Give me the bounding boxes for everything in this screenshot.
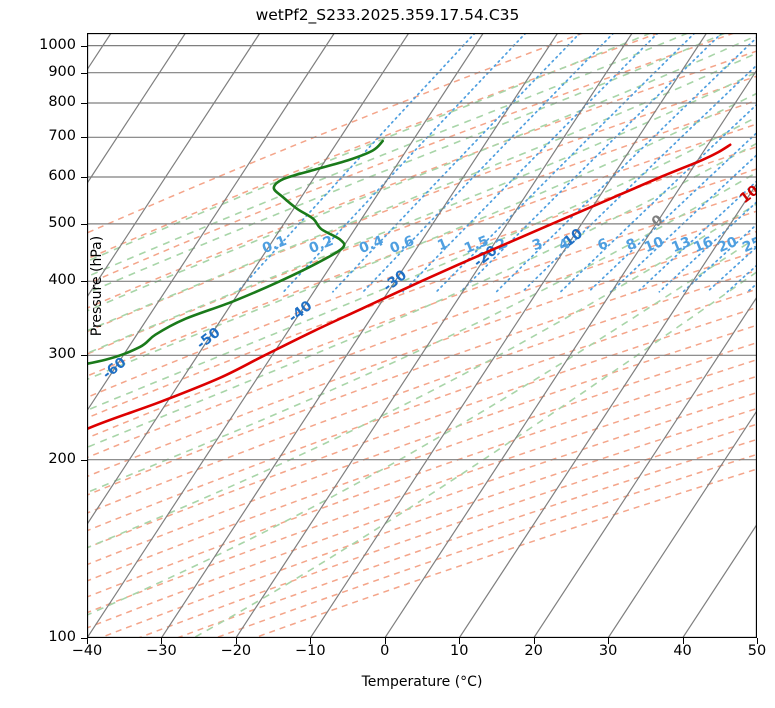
page-title: wetPf2_S233.2025.359.17.54.C35 — [255, 6, 520, 24]
y-tick-500: 500 — [48, 214, 76, 231]
y-tick-mark-200 — [81, 459, 87, 461]
x-tick-mark-10 — [459, 638, 461, 644]
x-tick-mark-50 — [757, 638, 758, 644]
y-tick-mark-100 — [81, 638, 87, 639]
plot-area: Pressure (hPa) Temperature (°C) -60 -50 -4… — [39, 33, 766, 690]
x-tick--40: −40 — [71, 643, 103, 659]
x-tick-10: 10 — [449, 643, 469, 659]
sounding-dew-point-curve — [87, 139, 384, 366]
y-tick-700: 700 — [48, 128, 76, 145]
x-tick--10: −10 — [295, 643, 326, 659]
y-tick-1000: 1000 — [39, 36, 76, 53]
sounding-temperature-curve — [87, 143, 732, 431]
mixing-ratio-label-16: 16 — [691, 234, 715, 256]
y-tick-300: 300 — [48, 346, 76, 363]
x-tick-mark--40 — [87, 638, 88, 644]
x-tick-mark--20 — [235, 638, 237, 644]
x-tick-mark-20 — [533, 638, 535, 644]
y-tick-mark-400 — [81, 281, 87, 283]
x-tick-mark-0 — [384, 638, 386, 644]
x-tick-mark--30 — [161, 638, 163, 644]
x-tick-30: 30 — [598, 643, 618, 659]
mixing-ratio-label-10: 10 — [642, 234, 666, 256]
y-tick-200: 200 — [48, 450, 76, 467]
y-tick-mark-700 — [81, 137, 87, 139]
y-tick-mark-300 — [81, 355, 87, 357]
x-tick-40: 40 — [673, 643, 692, 659]
y-tick-mark-900 — [81, 72, 87, 74]
mixing-ratio-label-25: 25 — [740, 234, 757, 256]
y-tick-600: 600 — [48, 167, 76, 184]
mixing-ratio-label-20: 20 — [716, 234, 740, 256]
mixing-ratio-label-13: 13 — [669, 234, 693, 256]
x-tick-20: 20 — [524, 643, 543, 659]
x-axis-label: Temperature (°C) — [361, 674, 483, 690]
y-tick-900: 900 — [48, 63, 76, 80]
y-tick-800: 800 — [48, 93, 76, 110]
y-tick-400: 400 — [48, 272, 76, 289]
x-tick-mark-40 — [682, 638, 684, 644]
y-tick-mark-800 — [81, 102, 87, 104]
x-tick--20: −20 — [220, 643, 252, 659]
y-tick-mark-600 — [81, 176, 87, 178]
x-tick-0: 0 — [380, 643, 390, 659]
x-tick-50: 50 — [747, 643, 767, 659]
x-tick-mark--10 — [310, 638, 312, 644]
y-tick-100: 100 — [48, 629, 76, 645]
y-tick-mark-500 — [81, 223, 87, 225]
y-axis-label: Pressure (hPa) — [89, 235, 105, 337]
x-tick-mark-30 — [608, 638, 610, 644]
y-tick-mark-1000 — [81, 45, 87, 47]
x-tick--30: −30 — [146, 643, 177, 659]
